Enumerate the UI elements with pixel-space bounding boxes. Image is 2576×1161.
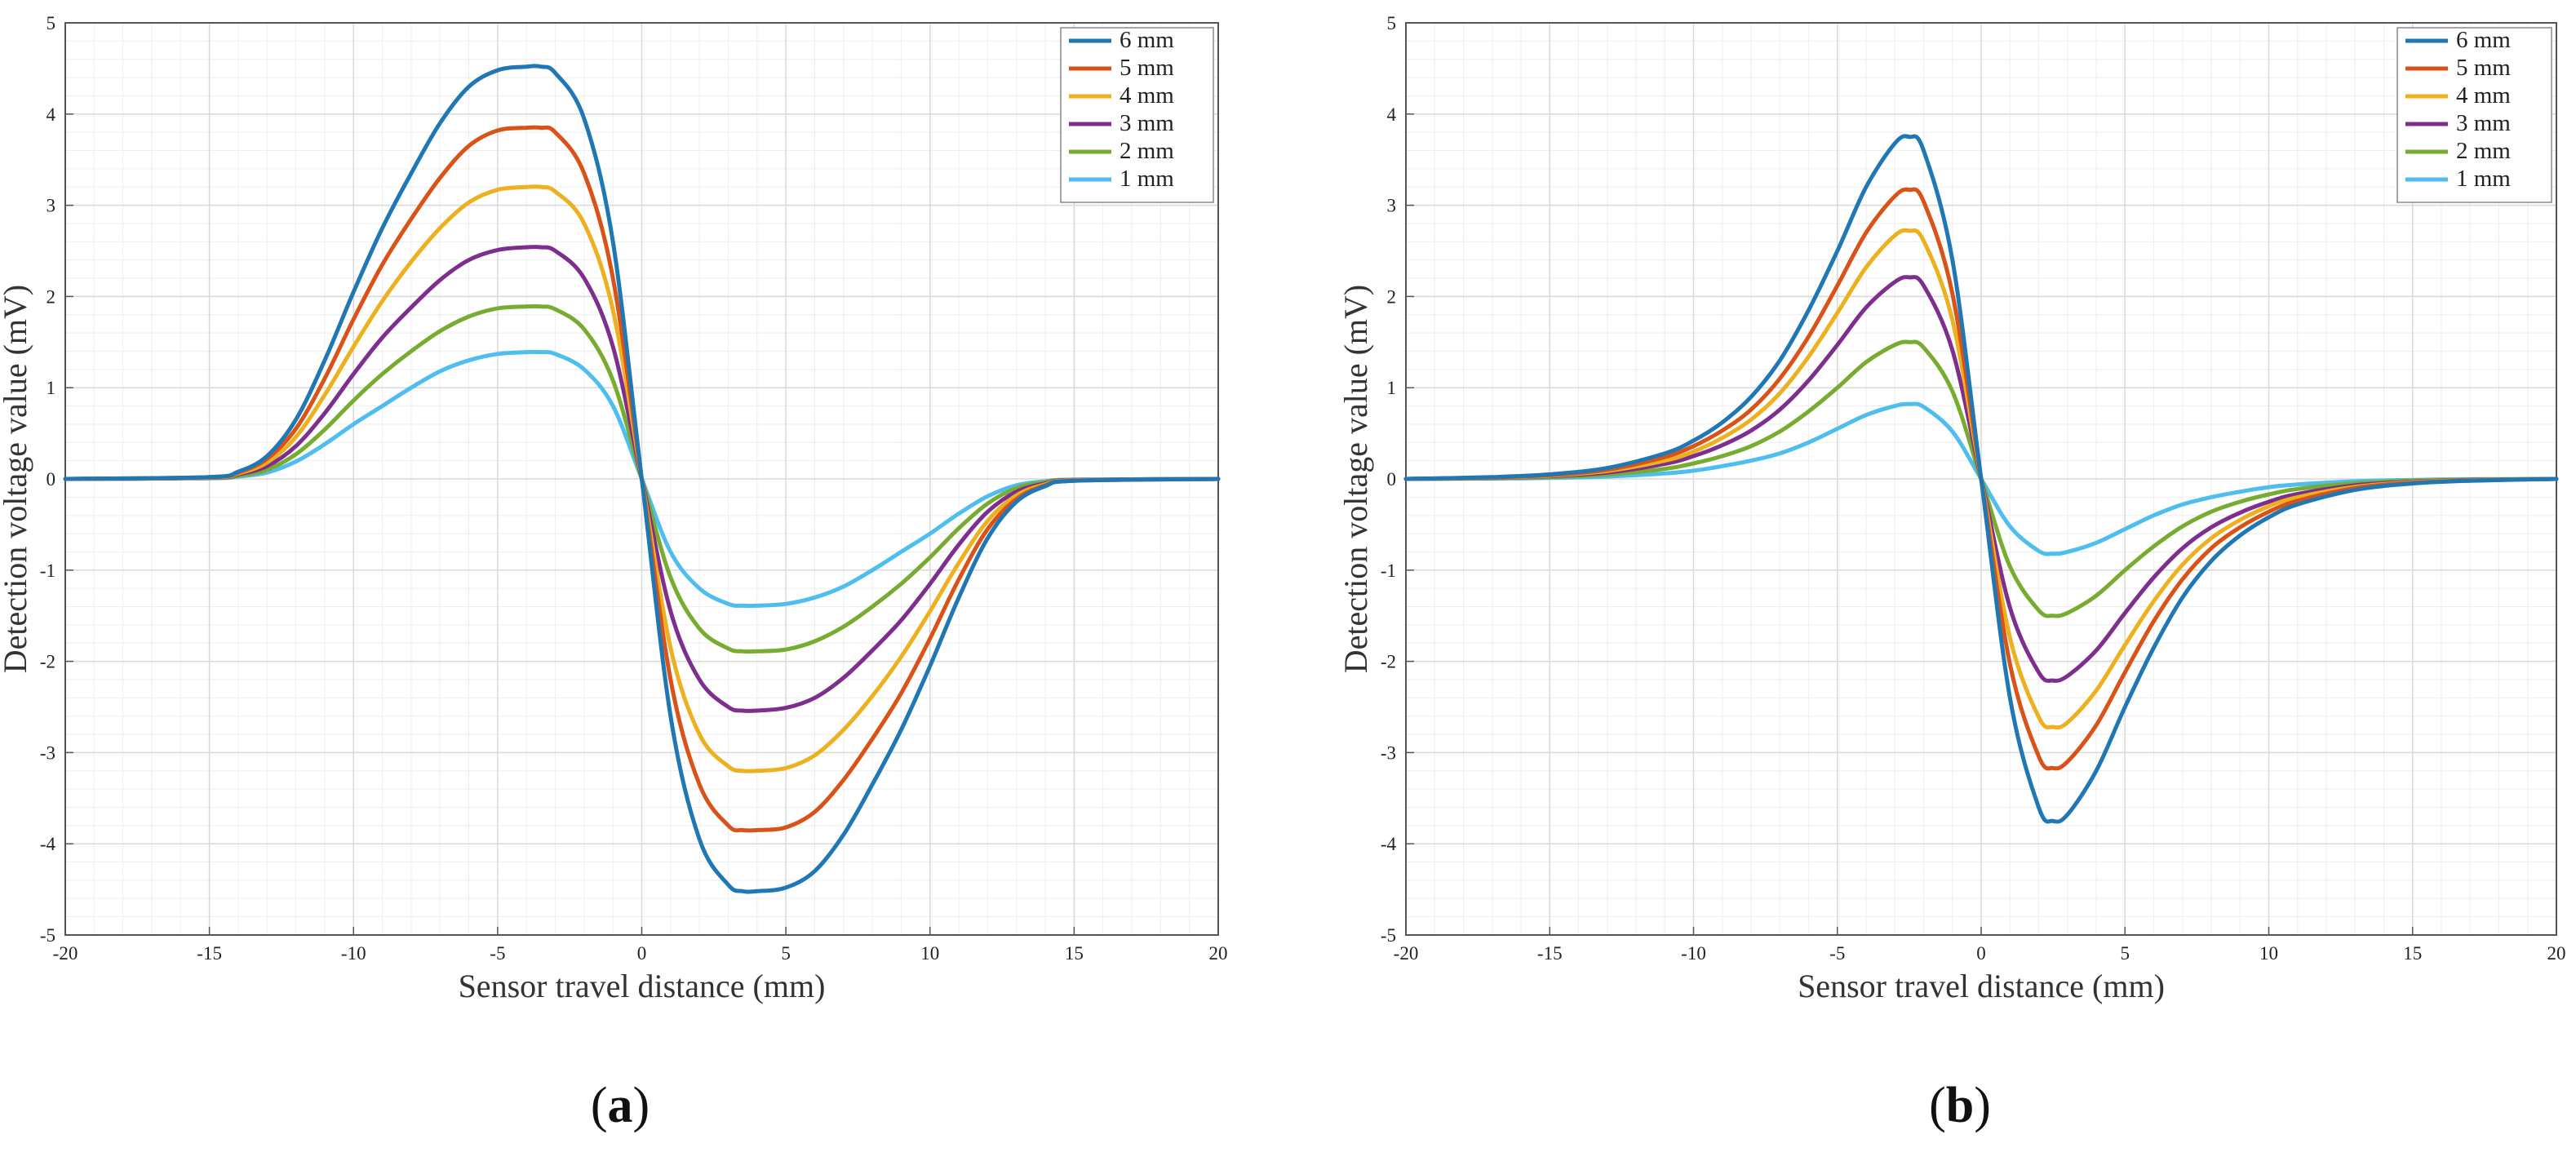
y-tick-label: -2 [1381, 652, 1396, 672]
y-tick-label: -4 [40, 834, 56, 854]
legend-label: 3 mm [2456, 110, 2511, 136]
x-tick-label: 5 [781, 943, 791, 964]
legend-label: 1 mm [1120, 166, 1174, 192]
y-tick-label: 5 [1387, 13, 1397, 33]
legend-label: 6 mm [1120, 27, 1174, 53]
series-line-6mm [63, 64, 1221, 894]
y-tick-label: 4 [47, 104, 56, 125]
y-tick-label: 1 [1387, 378, 1397, 398]
y-tick-label: 3 [47, 196, 56, 216]
y-tick-label: -3 [1381, 742, 1396, 763]
x-tick-label: 20 [1209, 943, 1228, 964]
y-tick-label: 0 [47, 469, 56, 490]
panel-label: (a) [591, 1078, 650, 1133]
x-tick-label: 15 [2403, 943, 2422, 964]
x-axis-label: Sensor travel distance (mm) [1798, 968, 2165, 1004]
y-axis-label: Detection voltage value (mV) [1337, 285, 1374, 673]
legend-box [2396, 27, 2552, 203]
series-line-6mm [1403, 134, 2559, 824]
legend-label: 5 mm [2456, 55, 2511, 81]
x-tick-label: -10 [341, 943, 366, 964]
x-axis-label: Sensor travel distance (mm) [459, 968, 826, 1004]
x-tick-label: 5 [2121, 943, 2130, 964]
legend-label: 4 mm [2456, 82, 2511, 109]
legend-label: 4 mm [1120, 82, 1174, 109]
x-tick-label: 20 [2547, 943, 2566, 964]
x-tick-label: 10 [920, 943, 939, 964]
y-tick-label: 4 [1387, 104, 1397, 125]
x-tick-label: -15 [1537, 943, 1563, 964]
y-tick-label: -1 [40, 561, 55, 581]
legend-label: 3 mm [1120, 110, 1174, 136]
chart-a: -20 -15 -10 -5 0 5 10 15 20-5-4-3-2-1012345Senso… [0, 13, 1228, 1133]
legend-label: 2 mm [1120, 138, 1174, 164]
chart-b: -20 -15 -10 -5 0 5 10 15 20-5-4-3-2-1012345Senso… [1337, 13, 2566, 1133]
x-tick-label: -15 [197, 943, 222, 964]
y-tick-label: 5 [47, 13, 56, 33]
y-tick-label: 0 [1387, 469, 1397, 490]
legend-label: 6 mm [2456, 27, 2511, 53]
x-tick-label: 10 [2259, 943, 2278, 964]
x-tick-label: -5 [490, 943, 505, 964]
panel-label: (b) [1929, 1078, 1991, 1133]
x-tick-label: 0 [637, 943, 647, 964]
legend: 6 mm5 mm4 mm3 mm2 mm1 mm [1060, 27, 1214, 203]
legend: 6 mm5 mm4 mm3 mm2 mm1 mm [2396, 27, 2552, 203]
y-tick-label: -1 [1381, 561, 1396, 581]
legend-label: 2 mm [2456, 138, 2511, 164]
x-tick-label: 15 [1065, 943, 1084, 964]
legend-label: 1 mm [2456, 166, 2511, 192]
legend-box [1060, 27, 1214, 203]
x-tick-label: -20 [1394, 943, 1419, 964]
y-tick-label: -4 [1381, 834, 1397, 854]
y-tick-label: -2 [40, 652, 55, 672]
x-tick-label: 0 [1976, 943, 1986, 964]
y-tick-label: -5 [40, 925, 55, 946]
x-tick-label: -10 [1681, 943, 1706, 964]
legend-label: 5 mm [1120, 55, 1174, 81]
x-tick-label: -5 [1829, 943, 1845, 964]
y-tick-label: 2 [47, 286, 56, 307]
y-tick-label: 3 [1387, 196, 1397, 216]
y-tick-label: -3 [40, 742, 55, 763]
y-tick-label: 2 [1387, 286, 1397, 307]
y-tick-label: -5 [1381, 925, 1396, 946]
x-tick-label: -20 [53, 943, 78, 964]
y-tick-label: 1 [47, 378, 56, 398]
y-axis-label: Detection voltage value (mV) [0, 285, 33, 673]
